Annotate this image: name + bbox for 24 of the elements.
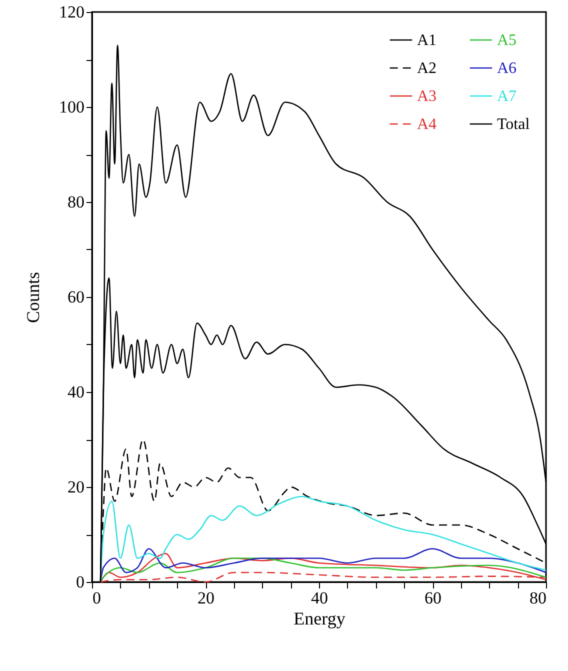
y-tick-label: 40: [68, 382, 84, 402]
x-tick-label: 20: [198, 588, 214, 608]
legend-label: Total: [497, 116, 530, 133]
legend-label: A1: [417, 32, 437, 49]
line-series: [100, 558, 547, 583]
x-tick-label: 40: [311, 588, 328, 608]
x-tick-label: 60: [424, 588, 442, 608]
x-axis-title: Energy: [294, 608, 346, 628]
legend-label: A7: [497, 88, 517, 105]
legend-label: A3: [417, 88, 437, 105]
line-series: [100, 496, 547, 583]
y-axis-title: Counts: [23, 272, 43, 324]
legend-label: A5: [497, 32, 517, 49]
x-tick-label: 80: [530, 588, 546, 608]
x-tick-label: 0: [92, 588, 101, 608]
y-tick-label: 80: [68, 192, 84, 212]
y-tick-label: 100: [59, 98, 84, 116]
y-tick-label: 20: [68, 478, 84, 496]
y-tick-label: 120: [59, 2, 84, 22]
legend-label: A6: [497, 60, 517, 77]
legend-label: A4: [417, 116, 437, 133]
y-tick-label: 0: [76, 572, 84, 592]
legend-label: A2: [417, 60, 437, 77]
y-tick-label: 60: [68, 288, 84, 306]
